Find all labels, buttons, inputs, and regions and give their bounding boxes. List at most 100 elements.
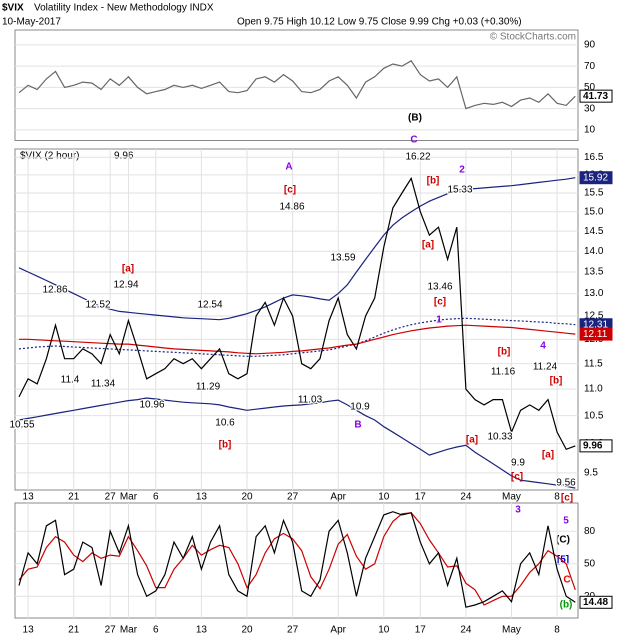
y-tick-label: 10: [584, 125, 596, 136]
quote: Open 9.75 High 10.12 Low 9.75 Close 9.99…: [237, 17, 522, 28]
x-tick-label: Apr: [330, 492, 346, 503]
price-label: 11.34: [91, 379, 116, 390]
wave-label: [5]: [557, 555, 569, 566]
symbol: $VIX: [2, 3, 24, 14]
series-line: [18, 397, 576, 489]
last-value-label: 14.48: [583, 597, 608, 608]
wave-label: [a]: [542, 450, 554, 461]
y-tick-label: 11.5: [584, 358, 603, 369]
x-tick-label: 8: [554, 492, 560, 503]
x-tick-label: Apr: [330, 625, 346, 636]
wave-label: 3: [515, 505, 521, 516]
wave-label: [b]: [219, 440, 232, 451]
x-tick-label: 27: [105, 492, 117, 503]
x-tick-label: 27: [105, 625, 117, 636]
y-tick-label: 13.5: [584, 267, 604, 278]
series-line: [18, 511, 576, 608]
series-line: [18, 177, 576, 321]
y-tick-label: 11.0: [584, 384, 603, 395]
y-tick-label: 70: [584, 61, 596, 72]
price-panel: [14, 148, 579, 491]
x-tick-label: 24: [460, 625, 472, 636]
wave-label: (b): [560, 600, 573, 611]
credit: © StockCharts.com: [490, 32, 576, 43]
wave-label: B: [354, 420, 361, 431]
price-label: 11.16: [491, 367, 516, 378]
wave-label: 5: [563, 516, 569, 527]
x-tick-label: 13: [23, 492, 35, 503]
wave-label: 2: [459, 165, 465, 176]
price-label: 11.24: [533, 362, 558, 373]
price-label: 11.29: [196, 382, 221, 393]
wave-label: [a]: [122, 264, 134, 275]
last-value-box: [579, 327, 613, 341]
last-value-box: [579, 171, 613, 185]
price-label: 9.9: [511, 458, 525, 469]
wave-label: [a]: [466, 435, 478, 446]
x-tick-label: 13: [196, 625, 208, 636]
y-tick-label: 13.0: [584, 288, 604, 299]
price-label: 10.6: [215, 418, 235, 429]
wave-label: [c]: [561, 493, 573, 504]
x-tick-label: 8: [554, 625, 560, 636]
stoch-panel: [14, 502, 579, 619]
series-line: [19, 324, 576, 355]
y-tick-label: 50: [584, 82, 596, 93]
wave-label: (B): [408, 113, 422, 124]
y-tick-label: 15.0: [584, 206, 604, 217]
y-tick-label: 30: [584, 103, 596, 114]
wave-label: [b]: [427, 176, 440, 187]
x-tick-label: 13: [196, 492, 208, 503]
price-label: 11.03: [298, 395, 323, 406]
date: 10-May-2017: [2, 17, 61, 28]
y-tick-label: 50: [584, 558, 596, 569]
wave-label: 4: [540, 341, 546, 352]
wave-label: [c]: [434, 297, 446, 308]
y-tick-label: 16.5: [584, 152, 604, 163]
x-tick-label: 6: [153, 492, 159, 503]
price-label: 12.54: [197, 300, 222, 311]
series-line: [18, 317, 576, 357]
x-tick-label: 6: [153, 625, 159, 636]
x-tick-label: 21: [68, 625, 80, 636]
wave-label: C: [410, 135, 417, 146]
x-tick-label: May: [502, 492, 521, 503]
wave-label: [c]: [284, 185, 296, 196]
y-tick-label: 9.5: [584, 468, 598, 479]
last-value-box: [579, 439, 613, 453]
x-tick-label: 17: [415, 625, 427, 636]
price-label: 13.59: [330, 253, 355, 264]
wave-label: [b]: [498, 347, 511, 358]
last-value-box: [579, 89, 613, 103]
last-value-label: 12.11: [583, 329, 608, 340]
x-tick-label: 27: [287, 492, 299, 503]
y-tick-label: 14.5: [584, 226, 604, 237]
price-label: 10.9: [350, 402, 370, 413]
x-tick-label: May: [502, 625, 521, 636]
y-tick-label: 14.0: [584, 246, 604, 257]
wave-label: 1: [436, 315, 442, 326]
wave-label: [c]: [511, 472, 523, 483]
price-label: 11.4: [61, 375, 80, 386]
y-tick-label: 90: [584, 40, 596, 51]
x-tick-label: Mar: [120, 492, 138, 503]
x-tick-label: 17: [415, 492, 427, 503]
price-label: 9.56: [556, 478, 576, 489]
x-tick-label: 21: [68, 492, 80, 503]
x-tick-label: 20: [241, 625, 253, 636]
y-tick-label: 15.5: [584, 188, 604, 199]
price-label: 12.52: [85, 300, 110, 311]
y-tick-label: 10.5: [584, 410, 604, 421]
price-label: 15.33: [447, 185, 472, 196]
wave-label: [b]: [550, 376, 563, 387]
price-legend: $VIX (2 hour): [20, 151, 79, 162]
wave-label: [a]: [422, 240, 434, 251]
price-label: 14.86: [279, 202, 304, 213]
instrument-name: Volatility Index - New Methodology INDX: [34, 3, 214, 14]
price-label: 13.46: [427, 282, 452, 293]
last-value-label: 15.92: [583, 172, 608, 183]
x-tick-label: 20: [241, 492, 253, 503]
